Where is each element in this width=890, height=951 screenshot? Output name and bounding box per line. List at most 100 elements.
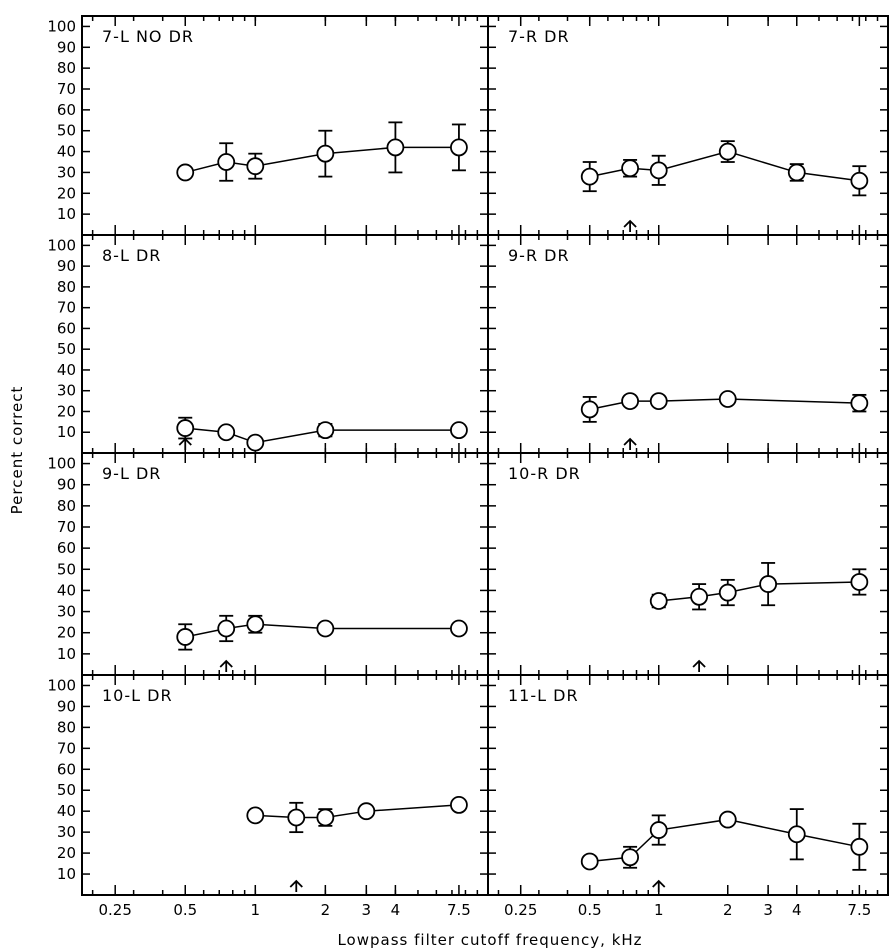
y-tick-label: 30: [57, 823, 76, 841]
x-tick-label: 4: [391, 901, 401, 919]
data-point: [217, 423, 236, 442]
data-point: [450, 421, 468, 440]
series-line: [658, 581, 860, 602]
arrow-marker: [219, 659, 233, 672]
y-tick-label: 80: [57, 497, 76, 515]
x-tick-label: 2: [321, 901, 331, 919]
x-tick-label: 3: [763, 901, 773, 919]
data-point: [649, 592, 668, 610]
y-tick-label: 60: [57, 319, 76, 337]
x-tick-label: 0.5: [173, 901, 197, 919]
panel-label: 10-L DR: [102, 686, 173, 705]
panel-frame: [81, 234, 489, 454]
y-tick-label: 80: [57, 718, 76, 736]
y-tick-label: 70: [57, 80, 76, 98]
y-tick-label: 100: [47, 676, 76, 694]
panel-1: 10 20 30 40 50 60 70 80 90 100 7-L NO DR: [47, 15, 489, 236]
data-point: [316, 144, 335, 163]
arrow-marker: [652, 879, 666, 892]
data-point: [718, 390, 737, 408]
panel-3: 10 20 30 40 50 60 70 80 90 100 8-L DR: [47, 234, 489, 454]
data-point: [357, 802, 376, 821]
panel-frame: [81, 15, 489, 236]
x-tick-label: 0.25: [98, 901, 131, 919]
data-point: [621, 848, 639, 867]
panel-frame: [487, 15, 889, 236]
arrow-marker: [623, 437, 637, 450]
y-tick-label: 90: [57, 476, 76, 494]
y-axis-title: Percent correct: [8, 386, 26, 515]
arrow-marker: [623, 219, 637, 232]
data-point: [621, 392, 639, 410]
y-tick-label: 40: [57, 361, 76, 379]
panel-5: 10 20 30 40 50 60 70 80 90 100 9-L DR: [47, 452, 489, 676]
arrow-marker: [178, 437, 192, 450]
y-tick-label: 20: [57, 844, 76, 862]
data-point: [850, 573, 869, 591]
data-point: [759, 575, 778, 593]
y-tick-label: 30: [57, 603, 76, 621]
y-tick-label: 20: [57, 402, 76, 420]
panel-4: 9-R DR: [487, 234, 889, 454]
data-point: [246, 615, 265, 634]
data-point: [287, 808, 306, 827]
x-tick-label: 0.25: [504, 901, 537, 919]
data-point: [718, 810, 737, 829]
data-point: [690, 587, 709, 606]
y-tick-label: 60: [57, 101, 76, 119]
data-point: [718, 583, 737, 602]
panel-frame: [81, 674, 489, 896]
data-point: [316, 421, 335, 440]
y-tick-label: 70: [57, 518, 76, 536]
data-point: [386, 138, 405, 157]
panel-label: 8-L DR: [102, 246, 161, 265]
data-point: [580, 852, 599, 871]
y-tick-label: 10: [57, 205, 76, 223]
y-tick-label: 100: [47, 17, 76, 35]
y-tick-label: 10: [57, 865, 76, 883]
data-point: [649, 392, 668, 410]
data-point: [176, 163, 195, 182]
y-tick-label: 50: [57, 122, 76, 140]
y-tick-label: 90: [57, 697, 76, 715]
data-point: [621, 159, 639, 178]
y-tick-label: 60: [57, 539, 76, 557]
y-tick-label: 30: [57, 382, 76, 400]
panel-label: 7-L NO DR: [102, 27, 194, 46]
data-point: [246, 806, 265, 825]
x-tick-label: 3: [362, 901, 372, 919]
data-point: [450, 796, 468, 814]
data-point: [217, 619, 236, 638]
data-point: [176, 628, 195, 646]
panel-label: 7-R DR: [508, 27, 570, 46]
y-tick-label: 40: [57, 581, 76, 599]
data-point: [580, 400, 599, 419]
panel-label: 11-L DR: [508, 686, 579, 705]
data-point: [718, 142, 737, 161]
panel-frame: [487, 674, 889, 896]
y-tick-label: 100: [47, 236, 76, 254]
panel-label: 10-R DR: [508, 464, 581, 483]
panel-label: 9-R DR: [508, 246, 570, 265]
y-tick-label: 90: [57, 38, 76, 56]
panel-frame: [81, 452, 489, 676]
data-point: [850, 394, 869, 413]
data-point: [580, 167, 599, 186]
data-point: [649, 821, 668, 839]
panel-2: 7-R DR: [487, 15, 889, 236]
panel-7: 10 20 30 40 50 60 70 80 90 100 0.25 0.5 1 2 3 4 7.5 10-L …: [47, 674, 489, 919]
y-tick-label: 80: [57, 278, 76, 296]
x-axis-title: Lowpass filter cutoff frequency, kHz: [337, 931, 642, 949]
data-point: [850, 837, 869, 856]
data-point: [787, 825, 806, 844]
data-point: [316, 619, 335, 638]
panel-frame: [487, 234, 889, 454]
data-point: [850, 171, 869, 190]
y-tick-label: 20: [57, 184, 76, 202]
data-point: [787, 163, 806, 182]
panel-label: 9-L DR: [102, 464, 161, 483]
panel-6: 10-R DR: [487, 452, 889, 676]
y-tick-label: 90: [57, 257, 76, 275]
